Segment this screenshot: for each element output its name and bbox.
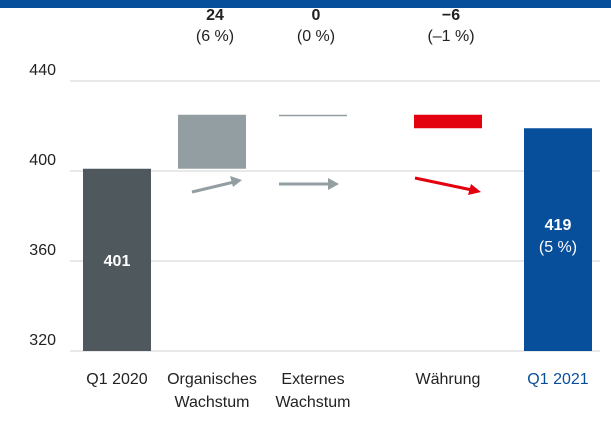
x-tick-label: Q1 2020 — [86, 371, 147, 388]
top-stripe — [0, 0, 611, 8]
percent-label: (0 %) — [297, 28, 335, 45]
percent-label: (6 %) — [196, 28, 234, 45]
percent-label: (5 %) — [539, 239, 577, 256]
x-tick-label: Währung — [416, 371, 481, 388]
x-tick-label: Organisches — [167, 371, 257, 388]
y-tick-label: 440 — [29, 62, 56, 79]
value-label: −6 — [442, 7, 460, 24]
x-tick-label: Wachstum — [175, 394, 250, 411]
y-tick-label: 400 — [29, 152, 56, 169]
value-label: 0 — [312, 7, 321, 24]
bar — [279, 114, 347, 117]
value-label: 401 — [104, 253, 131, 270]
percent-label: (–1 %) — [427, 28, 474, 45]
bar — [414, 114, 482, 129]
bar — [524, 128, 592, 351]
bar — [83, 168, 151, 351]
arrows — [191, 176, 481, 195]
value-label: 24 — [206, 7, 224, 24]
value-label: 419 — [545, 217, 572, 234]
x-tick-label: Wachstum — [276, 394, 351, 411]
y-tick-label: 360 — [29, 242, 56, 259]
y-tick-label: 320 — [29, 332, 56, 349]
x-tick-label: Q1 2021 — [527, 371, 588, 388]
x-tick-label: Externes — [281, 371, 344, 388]
bar — [178, 114, 246, 169]
